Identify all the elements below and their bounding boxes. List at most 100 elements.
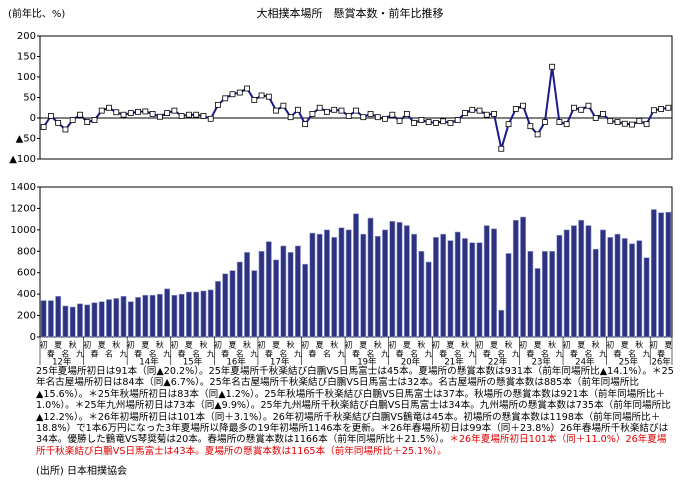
x-tick-label: 名: [323, 349, 331, 359]
marker: [91, 117, 98, 123]
marker: [106, 104, 112, 111]
x-tick-label: 春: [221, 349, 229, 359]
x-tick-label: 秋: [287, 340, 295, 350]
marker: [462, 110, 468, 116]
x-tick-label: 初: [388, 340, 396, 350]
bar: [469, 242, 476, 338]
marker: [396, 117, 403, 124]
marker: [47, 113, 54, 119]
marker: [636, 117, 643, 124]
marker: [200, 113, 207, 119]
x-tick-label: 名: [454, 349, 462, 359]
x-tick-label: 九: [425, 350, 433, 359]
bar: [149, 294, 156, 338]
x-tick-label: 夏: [446, 341, 454, 350]
marker: [156, 113, 163, 120]
x-tick-label: 名: [279, 349, 287, 359]
bar: [585, 225, 592, 338]
marker: [309, 111, 316, 117]
year-label: 19年: [357, 357, 377, 367]
bar: [389, 220, 396, 338]
marker: [207, 115, 214, 122]
notes: 25年夏場所初日は91本（同▲20.2%）。25年夏場所千秋楽結び白鵬VS日馬富…: [36, 366, 676, 457]
marker: [215, 101, 221, 108]
x-tick-label: 秋: [156, 340, 164, 350]
bar: [142, 294, 149, 338]
bar: [505, 253, 512, 338]
x-tick-label: 春: [90, 349, 98, 359]
bar: [215, 280, 221, 338]
bar: [476, 242, 483, 338]
bar: [178, 293, 185, 338]
x-tick-label: 春: [614, 349, 622, 359]
marker: [120, 111, 127, 118]
x-tick-label: 初: [563, 340, 571, 350]
chart-title: 大相撲本場所 懸賞本数・前年比推移: [257, 6, 444, 20]
marker: [512, 106, 519, 112]
x-tick-label: 春: [526, 349, 534, 359]
marker: [236, 89, 243, 96]
x-tick-label: 初: [258, 340, 266, 350]
bar: [382, 229, 388, 338]
marker: [425, 119, 432, 125]
bar: [629, 243, 635, 338]
bar: [280, 245, 287, 338]
marker: [353, 107, 359, 114]
bar: [483, 225, 490, 338]
marker: [650, 107, 657, 114]
y-tick-label: 1400: [11, 182, 36, 193]
marker: [331, 106, 338, 113]
bar: [571, 225, 577, 338]
bar: [512, 219, 519, 338]
marker: [592, 115, 599, 121]
bar: [636, 240, 643, 338]
x-tick-label: 夏: [664, 341, 672, 350]
marker: [265, 93, 272, 100]
x-tick-label: 春: [483, 349, 491, 359]
bar: [47, 300, 54, 338]
bar: [236, 261, 243, 338]
y-tick-label: 200: [17, 31, 36, 42]
bar: [193, 291, 200, 338]
year-label: 17年: [270, 357, 290, 367]
year-label: 22年: [488, 357, 508, 367]
marker: [418, 117, 425, 123]
marker: [498, 145, 505, 152]
marker: [469, 106, 476, 113]
marker: [483, 111, 490, 118]
y-axis-label: (前年比、%): [8, 7, 65, 20]
marker: [367, 111, 374, 117]
year-label: 21年: [444, 357, 464, 367]
x-tick-label: 九: [163, 350, 171, 359]
x-tick-label: 名: [628, 349, 636, 359]
bar: [353, 213, 359, 338]
bar: [186, 291, 192, 338]
bar: [98, 301, 105, 338]
bar: [55, 295, 62, 338]
bar: [462, 238, 468, 338]
x-tick-label: 秋: [548, 340, 556, 350]
x-tick-label: 春: [657, 349, 665, 359]
x-tick-label: 名: [192, 349, 200, 359]
bar: [556, 234, 563, 338]
bar: [331, 237, 338, 338]
marker: [142, 108, 149, 115]
marker: [578, 106, 585, 113]
bar: [578, 219, 585, 338]
marker: [374, 114, 381, 121]
x-tick-label: 夏: [490, 341, 498, 350]
marker: [40, 124, 47, 130]
marker: [164, 110, 171, 116]
bar: [127, 301, 134, 338]
marker: [62, 126, 69, 133]
y-tick-label: 0: [30, 113, 36, 124]
x-tick-label: 秋: [69, 340, 77, 350]
bar: [207, 289, 214, 338]
bar: [549, 250, 556, 338]
y-tick-label: ▲50: [16, 134, 36, 145]
marker: [84, 119, 91, 125]
marker: [665, 104, 672, 111]
marker: [454, 117, 461, 123]
bar: [607, 237, 614, 338]
